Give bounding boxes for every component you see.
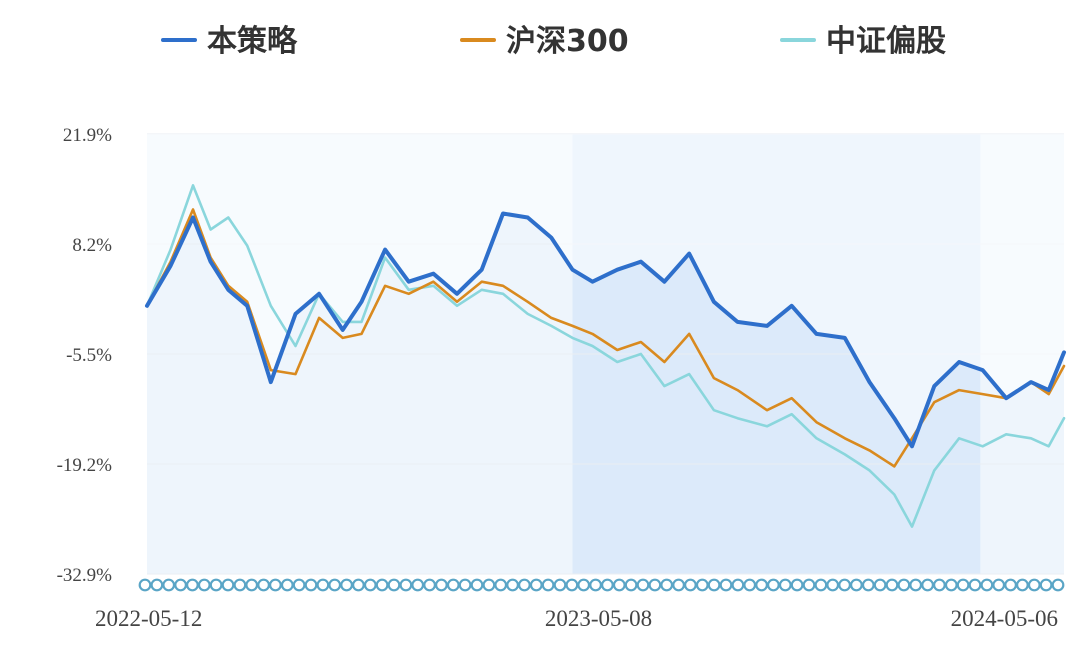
x-axis-marker bbox=[245, 578, 259, 592]
x-axis-marker bbox=[423, 578, 437, 592]
x-axis-marker bbox=[873, 578, 887, 592]
y-tick-label: -32.9% bbox=[57, 565, 113, 586]
x-axis-marker bbox=[992, 578, 1006, 592]
x-axis-marker-row bbox=[138, 578, 1065, 592]
x-axis-marker bbox=[375, 578, 389, 592]
x-axis-marker bbox=[280, 578, 294, 592]
x-axis-marker bbox=[719, 578, 733, 592]
x-axis-marker bbox=[909, 578, 923, 592]
x-axis-marker bbox=[174, 578, 188, 592]
x-axis-marker bbox=[197, 578, 211, 592]
x-axis-marker bbox=[648, 578, 662, 592]
x-axis-marker bbox=[269, 578, 282, 592]
y-tick-label: 21.9% bbox=[63, 125, 112, 146]
x-axis-marker bbox=[636, 578, 650, 592]
x-tick-label: 2023-05-08 bbox=[545, 606, 652, 631]
x-axis-marker bbox=[624, 578, 638, 592]
x-axis-marker bbox=[980, 578, 994, 592]
x-axis-marker bbox=[257, 578, 271, 592]
x-axis-marker bbox=[944, 578, 958, 592]
x-axis-marker bbox=[328, 578, 342, 592]
x-axis-marker bbox=[162, 578, 176, 592]
x-axis-marker bbox=[446, 578, 460, 592]
x-axis-marker bbox=[731, 578, 745, 592]
x-axis-marker bbox=[684, 578, 697, 592]
y-tick-label: -19.2% bbox=[57, 455, 113, 476]
x-axis-marker bbox=[885, 578, 899, 592]
legend-label-csi300: 沪深300 bbox=[506, 24, 629, 59]
x-axis-marker bbox=[672, 578, 685, 592]
x-axis-marker bbox=[1027, 578, 1041, 592]
x-axis-marker bbox=[1039, 578, 1053, 592]
x-axis-marker bbox=[340, 578, 354, 592]
legend-label-strategy: 本策略 bbox=[207, 24, 298, 59]
x-axis-marker bbox=[790, 578, 804, 592]
x-axis-marker bbox=[435, 578, 448, 592]
y-tick-label: 8.2% bbox=[72, 235, 112, 256]
x-axis-marker bbox=[778, 578, 792, 592]
x-axis-marker bbox=[707, 578, 721, 592]
legend-item-csi300[interactable]: 沪深300 bbox=[460, 24, 629, 59]
x-axis-marker bbox=[1051, 578, 1065, 592]
x-axis-marker bbox=[150, 578, 164, 592]
x-axis-marker bbox=[861, 578, 875, 592]
x-axis-marker bbox=[482, 578, 496, 592]
x-axis-marker bbox=[933, 578, 946, 592]
x-tick-label: 2024-05-06 bbox=[951, 606, 1058, 631]
x-axis-marker bbox=[601, 578, 614, 592]
x-axis-marker bbox=[589, 578, 602, 592]
x-axis-marker bbox=[956, 578, 970, 592]
x-axis-marker bbox=[968, 578, 982, 592]
x-axis-marker bbox=[695, 578, 709, 592]
x-axis-marker bbox=[411, 578, 425, 592]
x-axis-marker bbox=[387, 578, 401, 592]
x-axis-marker bbox=[1016, 578, 1029, 592]
x-axis-marker bbox=[743, 578, 757, 592]
x-axis-marker bbox=[363, 578, 377, 592]
legend-item-convertible[interactable]: 中证偏股 bbox=[780, 24, 946, 59]
x-axis-marker bbox=[304, 578, 318, 592]
x-axis-marker bbox=[577, 578, 591, 592]
x-axis-marker bbox=[292, 578, 306, 592]
x-axis-marker bbox=[185, 578, 199, 592]
y-tick-label: -5.5% bbox=[66, 345, 112, 366]
x-axis-marker bbox=[221, 578, 235, 592]
x-axis-marker bbox=[755, 578, 768, 592]
x-axis-marker bbox=[897, 578, 911, 592]
x-axis-marker bbox=[233, 578, 247, 592]
x-axis-marker bbox=[494, 578, 508, 592]
x-axis-marker bbox=[826, 578, 840, 592]
x-axis-marker bbox=[399, 578, 413, 592]
legend-label-convertible: 中证偏股 bbox=[826, 24, 946, 59]
x-axis-marker bbox=[138, 578, 152, 592]
x-axis-marker bbox=[767, 578, 780, 592]
x-axis-marker bbox=[850, 578, 863, 592]
x-axis-marker bbox=[518, 578, 531, 592]
x-axis-marker bbox=[660, 578, 674, 592]
x-axis-marker bbox=[541, 578, 555, 592]
x-tick-label: 2022-05-12 bbox=[95, 606, 202, 631]
x-axis-marker bbox=[506, 578, 519, 592]
x-axis-marker bbox=[209, 578, 223, 592]
x-axis-marker bbox=[921, 578, 934, 592]
x-axis-marker bbox=[612, 578, 626, 592]
x-axis-marker bbox=[553, 578, 567, 592]
x-axis-marker bbox=[470, 578, 484, 592]
x-axis-marker bbox=[458, 578, 472, 592]
x-axis-marker bbox=[802, 578, 816, 592]
x-axis-marker bbox=[838, 578, 851, 592]
x-axis-marker bbox=[352, 578, 365, 592]
x-axis-marker bbox=[316, 578, 330, 592]
legend: 本策略 沪深300 中证偏股 bbox=[161, 24, 946, 59]
x-axis-marker bbox=[1004, 578, 1017, 592]
plot-area: 21.9% 8.2% -5.5% -19.2% -32.9% 2022-05-12 2023… bbox=[57, 125, 1066, 631]
area-mask bbox=[147, 134, 1064, 447]
x-axis-marker bbox=[565, 578, 579, 592]
x-axis-marker bbox=[529, 578, 543, 592]
legend-item-strategy[interactable]: 本策略 bbox=[161, 24, 298, 59]
x-axis-marker bbox=[814, 578, 828, 592]
